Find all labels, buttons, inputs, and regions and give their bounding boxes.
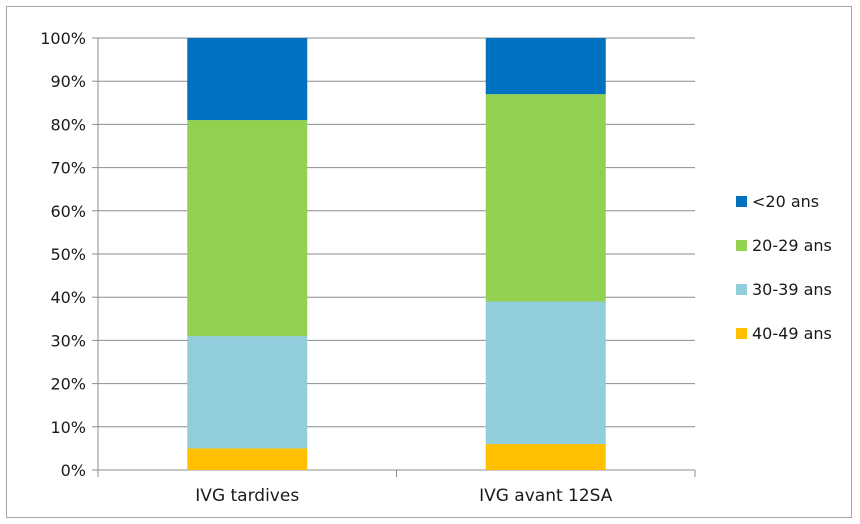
y-tick-label: 20% xyxy=(50,375,86,394)
bar-segment xyxy=(187,448,308,470)
bar-segment xyxy=(485,301,606,445)
legend-label: 40-49 ans xyxy=(752,324,832,343)
y-tick-label: 100% xyxy=(40,29,86,48)
y-tick-label: 60% xyxy=(50,202,86,221)
legend-label: 20-29 ans xyxy=(752,236,832,255)
legend-swatch xyxy=(736,196,747,207)
bar-segment xyxy=(485,38,606,95)
legend-label: <20 ans xyxy=(752,192,819,211)
legend-swatch xyxy=(736,240,747,251)
y-tick-label: 0% xyxy=(61,461,86,480)
bar-segment xyxy=(187,120,308,337)
y-tick-label: 80% xyxy=(50,115,86,134)
bar-segment xyxy=(485,94,606,302)
bar-segment xyxy=(187,336,308,449)
chart-frame xyxy=(6,6,852,518)
y-tick-label: 50% xyxy=(50,245,86,264)
bar-segment xyxy=(187,38,308,121)
legend-swatch xyxy=(736,328,747,339)
legend-swatch xyxy=(736,284,747,295)
y-tick-label: 70% xyxy=(50,159,86,178)
bar-segment xyxy=(485,444,606,470)
y-tick-label: 30% xyxy=(50,331,86,350)
y-tick-label: 10% xyxy=(50,418,86,437)
y-tick-label: 40% xyxy=(50,288,86,307)
y-tick-label: 90% xyxy=(50,72,86,91)
x-category-label: IVG avant 12SA xyxy=(479,486,613,506)
legend-label: 30-39 ans xyxy=(752,280,832,299)
x-category-label: IVG tardives xyxy=(195,486,299,506)
